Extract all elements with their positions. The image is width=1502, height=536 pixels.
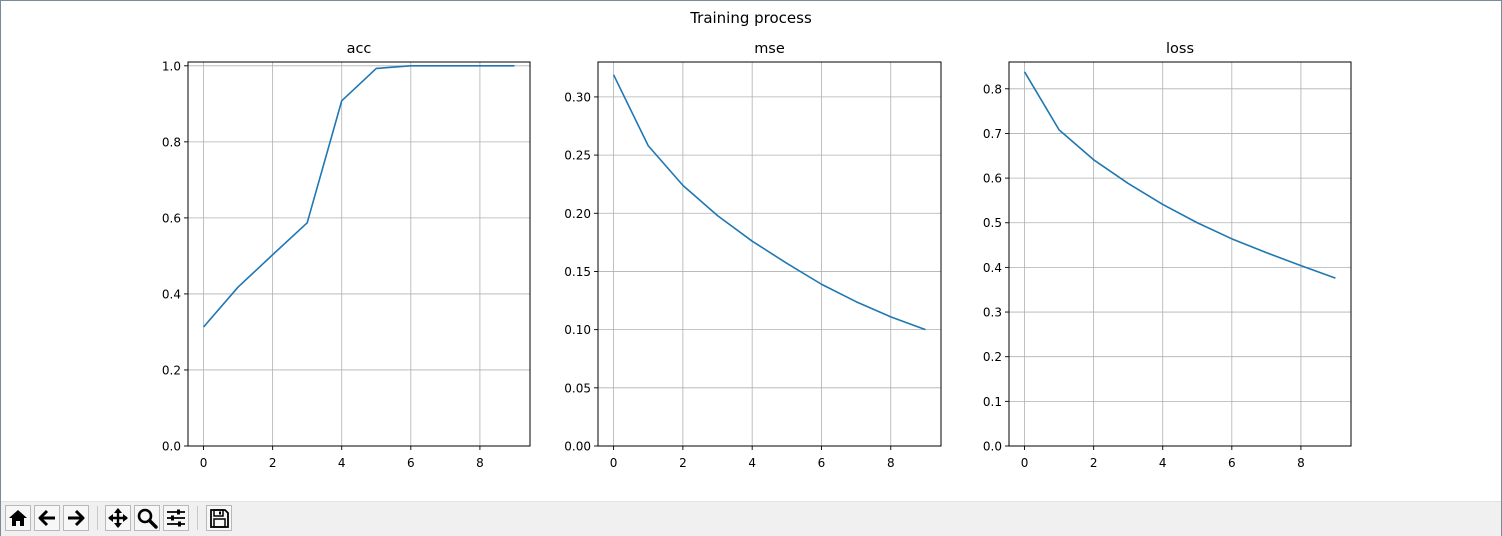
subplot-loss: 0 2 4 6 8 0.0 0.1 0.2 0.3 0.4 0.5 0.6 0.7 0.8 loss xyxy=(983,41,1352,470)
axes-frame xyxy=(187,61,531,447)
y-tick-label: 0.1 xyxy=(983,395,1002,409)
x-tick-label: 0 xyxy=(610,456,618,470)
zoom-button[interactable] xyxy=(134,505,160,531)
y-tick-label: 0.6 xyxy=(162,211,181,225)
subplot-acc: 0 2 4 6 8 0.0 0.2 0.4 0.6 0.8 1.0 acc xyxy=(162,41,531,470)
y-tick-label: 0.00 xyxy=(564,440,591,454)
x-tick-label: 8 xyxy=(1297,456,1305,470)
toolbar-separator xyxy=(197,506,198,530)
y-tick-label: 0.4 xyxy=(162,287,181,301)
axes-frame xyxy=(597,61,942,447)
y-tick-label: 0.4 xyxy=(983,261,1002,275)
arrow-left-icon xyxy=(38,509,55,527)
axes-frame xyxy=(1008,61,1352,447)
back-button[interactable] xyxy=(34,505,60,531)
y-tick-label: 0.2 xyxy=(162,363,181,377)
navigation-toolbar xyxy=(1,501,1501,536)
subplot-title: loss xyxy=(1166,41,1194,57)
y-tick-label: 0.30 xyxy=(564,90,591,104)
figure-suptitle: Training process xyxy=(689,9,812,27)
y-tick-label: 0.25 xyxy=(564,149,591,163)
subplot-title: mse xyxy=(754,41,785,57)
x-tick-label: 4 xyxy=(338,456,346,470)
series-line xyxy=(202,65,515,328)
configure-subplots-button[interactable] xyxy=(163,505,189,531)
y-tick-label: 0.8 xyxy=(983,82,1002,96)
home-icon xyxy=(9,510,27,526)
subplot-title: acc xyxy=(347,41,372,57)
figure-canvas: Training process 0 2 4 6 8 0.0 0.2 0.4 0.6 0.8 1.0… xyxy=(162,9,1352,470)
home-button[interactable] xyxy=(5,505,31,531)
y-tick-label: 0.0 xyxy=(983,440,1002,454)
move-icon xyxy=(108,508,128,528)
forward-button[interactable] xyxy=(63,505,89,531)
y-tick-label: 0.0 xyxy=(162,440,181,454)
arrow-right-icon xyxy=(68,509,85,527)
x-tick-label: 0 xyxy=(200,456,208,470)
x-tick-label: 4 xyxy=(748,456,756,470)
x-tick-label: 8 xyxy=(887,456,895,470)
sliders-icon xyxy=(167,509,185,527)
subplot-mse: 0 2 4 6 8 0.00 0.05 0.10 0.15 0.20 0.25 0.30 mse xyxy=(564,41,942,470)
x-tick-label: 6 xyxy=(818,456,826,470)
series-line xyxy=(612,74,926,331)
x-tick-label: 0 xyxy=(1021,456,1029,470)
y-tick-label: 0.3 xyxy=(983,306,1002,320)
pan-button[interactable] xyxy=(105,505,131,531)
y-tick-label: 1.0 xyxy=(162,59,181,73)
save-button[interactable] xyxy=(206,505,232,531)
x-tick-label: 8 xyxy=(476,456,484,470)
x-tick-label: 6 xyxy=(407,456,415,470)
y-tick-label: 0.15 xyxy=(564,265,591,279)
x-tick-label: 6 xyxy=(1228,456,1236,470)
y-tick-label: 0.10 xyxy=(564,323,591,337)
y-tick-label: 0.20 xyxy=(564,207,591,221)
x-tick-label: 2 xyxy=(1090,456,1098,470)
y-tick-label: 0.6 xyxy=(983,172,1002,186)
x-tick-label: 2 xyxy=(269,456,277,470)
y-tick-label: 0.05 xyxy=(564,381,591,395)
y-tick-label: 0.2 xyxy=(983,350,1002,364)
x-tick-label: 4 xyxy=(1159,456,1167,470)
y-tick-label: 0.5 xyxy=(983,216,1002,230)
toolbar-separator xyxy=(97,506,98,530)
magnifier-icon xyxy=(137,508,158,529)
y-tick-label: 0.7 xyxy=(983,127,1002,141)
y-tick-label: 0.8 xyxy=(162,135,181,149)
x-tick-label: 2 xyxy=(679,456,687,470)
series-line xyxy=(1023,71,1336,279)
floppy-disk-icon xyxy=(210,509,229,528)
